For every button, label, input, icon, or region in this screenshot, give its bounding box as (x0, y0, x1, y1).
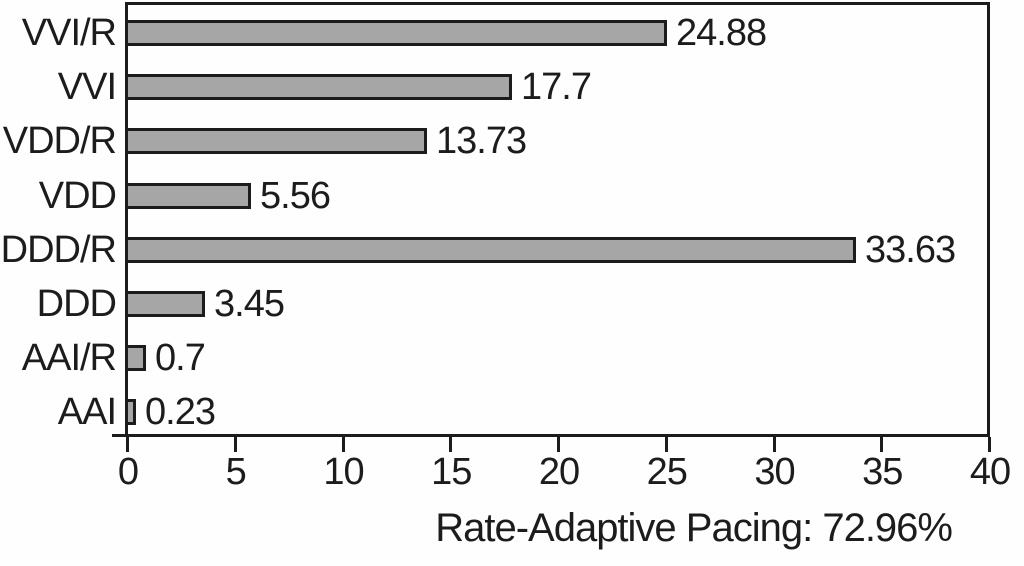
x-tick-label: 25 (646, 451, 688, 493)
bar (125, 128, 427, 155)
x-tick-label: 30 (754, 451, 795, 493)
value-label: 17.7 (521, 66, 592, 109)
category-label: VDD (38, 174, 117, 217)
x-tick-mark (772, 437, 776, 452)
category-label: VDD/R (2, 120, 117, 163)
category-label: DDD/R (0, 228, 117, 271)
category-label: AAI (57, 391, 117, 434)
x-tick-mark (557, 437, 560, 452)
bar (125, 291, 205, 317)
value-label: 13.73 (436, 120, 527, 163)
x-tick-label: 40 (969, 451, 1011, 493)
x-tick-label: 20 (538, 451, 580, 493)
x-tick-mark (988, 437, 991, 452)
category-label: VVI/R (21, 12, 117, 54)
category-label: AAI/R (21, 337, 117, 380)
x-tick-label: 15 (431, 451, 472, 493)
x-tick-label: 35 (862, 451, 903, 493)
x-tick-mark (449, 437, 453, 452)
x-tick-mark (233, 437, 237, 452)
chart-annotation: Rate-Adaptive Pacing: 72.96% (435, 506, 953, 550)
x-tick-mark (126, 437, 129, 452)
bar (125, 399, 136, 426)
bar (125, 182, 251, 209)
value-label: 0.7 (155, 337, 206, 380)
value-label: 33.63 (865, 228, 956, 271)
x-tick-mark (880, 437, 884, 452)
category-label: DDD (36, 283, 117, 325)
value-label: 3.45 (214, 283, 285, 325)
x-tick-mark (664, 437, 668, 452)
value-label: 24.88 (676, 12, 767, 54)
value-label: 5.56 (260, 174, 331, 217)
bar (125, 236, 856, 263)
x-axis-line (112, 434, 990, 437)
x-tick-label: 10 (323, 451, 364, 493)
bar (125, 20, 667, 46)
bar (125, 74, 512, 101)
bar (125, 345, 146, 372)
x-tick-mark (341, 437, 345, 452)
x-tick-label: 5 (225, 451, 247, 493)
value-label: 0.23 (145, 391, 216, 434)
x-tick-label: 0 (117, 451, 139, 493)
category-label: VVI (57, 66, 117, 109)
